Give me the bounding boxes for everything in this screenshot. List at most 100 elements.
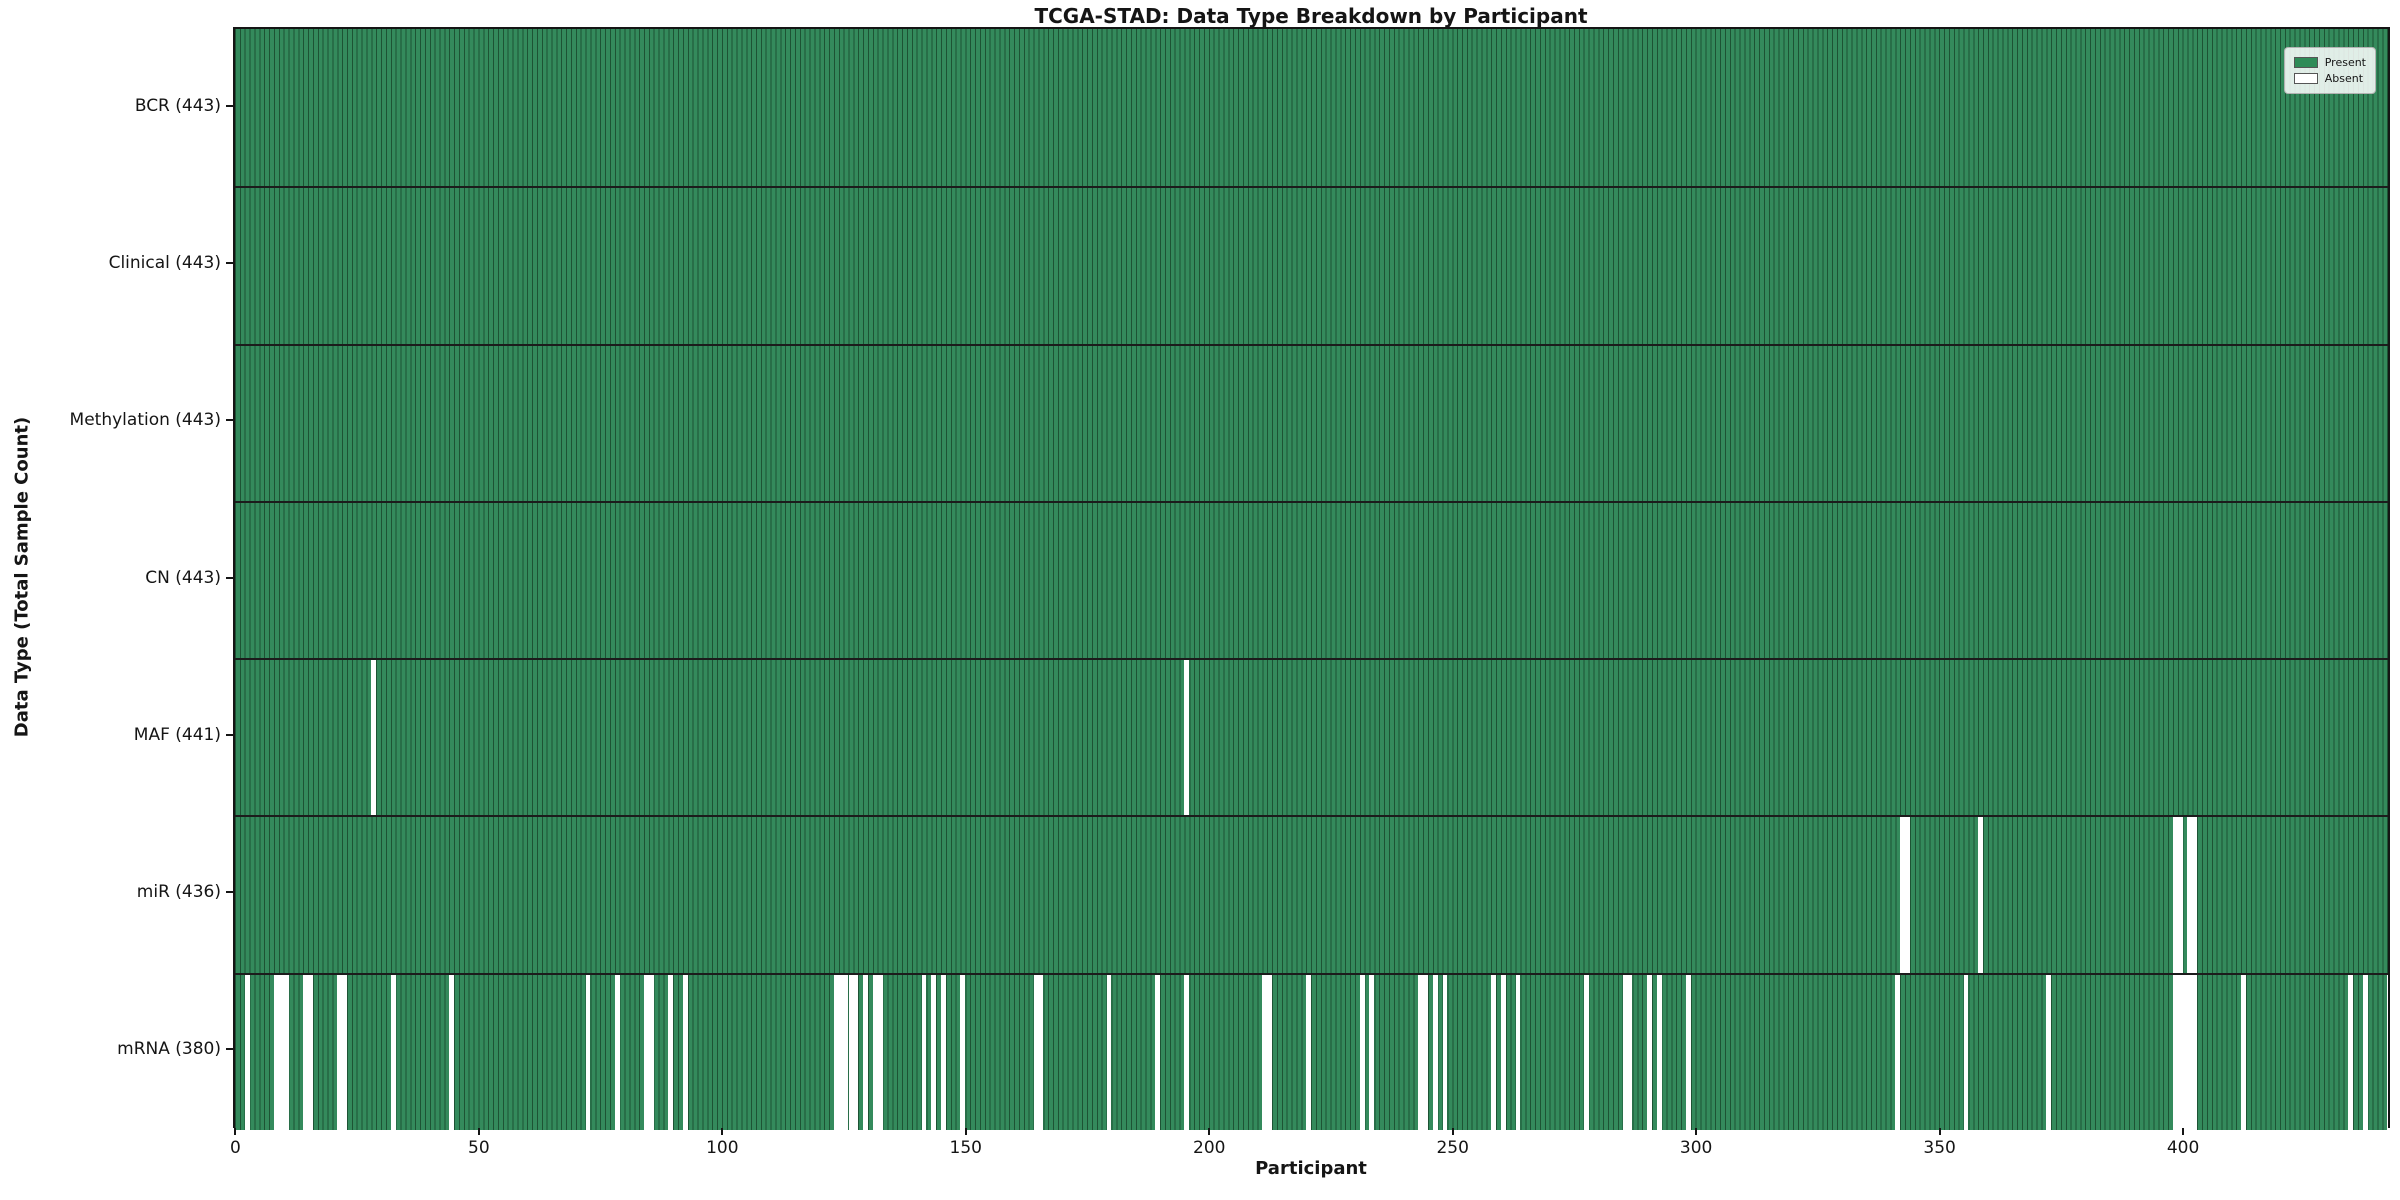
absent-gap-mrna-298 xyxy=(1685,974,1691,1130)
x-tick-label-50: 50 xyxy=(468,1138,490,1158)
row-bcr xyxy=(235,29,2388,187)
y-tick-label-mrna: mRNA (380) xyxy=(117,1039,221,1060)
absent-gap-mrna-341 xyxy=(1895,974,1901,1130)
absent-gap-mrna-372 xyxy=(2046,974,2052,1130)
absent-gap-mrna-141 xyxy=(921,974,927,1130)
x-tick-0 xyxy=(234,1128,237,1135)
y-tick-label-maf: MAF (441) xyxy=(133,724,221,745)
absent-gap-mrna-132 xyxy=(877,974,883,1130)
absent-gap-mrna-78 xyxy=(614,974,620,1130)
row-mrna xyxy=(235,972,2388,1130)
absent-gap-mrna-231 xyxy=(1359,974,1365,1130)
absent-gap-mir-402 xyxy=(2192,817,2198,973)
absent-gap-mrna-258 xyxy=(1491,974,1497,1130)
absent-gap-mrna-195 xyxy=(1184,974,1190,1130)
y-tick-label-cn: CN (443) xyxy=(145,567,221,588)
y-tick-bcr xyxy=(226,104,233,107)
y-tick-label-bcr: BCR (443) xyxy=(134,95,221,116)
row-mir xyxy=(235,815,2388,973)
absent-gap-mrna-220 xyxy=(1306,974,1312,1130)
absent-gap-mrna-85 xyxy=(648,974,654,1130)
absent-gap-mrna-123 xyxy=(833,974,839,1130)
chart-title: TCGA-STAD: Data Type Breakdown by Partic… xyxy=(1034,4,1588,28)
absent-gap-mir-399 xyxy=(2177,817,2183,973)
x-tick-150 xyxy=(964,1128,967,1135)
absent-gap-mrna-92 xyxy=(682,974,688,1130)
absent-gap-mrna-246 xyxy=(1432,974,1438,1130)
absent-gap-mrna-15 xyxy=(308,974,313,1130)
plot-area: Present Absent xyxy=(233,27,2390,1130)
absent-gap-mrna-402 xyxy=(2192,974,2198,1130)
y-tick-label-methylation: Methylation (443) xyxy=(69,410,221,431)
x-tick-label-150: 150 xyxy=(949,1138,983,1158)
absent-gap-mrna-129 xyxy=(863,974,868,1130)
absent-gap-mrna-233 xyxy=(1369,974,1375,1130)
x-tick-250 xyxy=(1451,1128,1454,1135)
row-maf xyxy=(235,658,2388,816)
x-tick-300 xyxy=(1695,1128,1698,1135)
x-tick-200 xyxy=(1208,1128,1211,1135)
absent-gap-mrna-131 xyxy=(872,974,878,1130)
absent-gap-mrna-8 xyxy=(273,974,279,1130)
absent-gap-mrna-277 xyxy=(1583,974,1589,1130)
absent-gap-mrna-434 xyxy=(2348,974,2354,1130)
absent-gap-mrna-2 xyxy=(244,974,250,1130)
absent-gap-mrna-401 xyxy=(2187,974,2193,1130)
absent-gap-mrna-143 xyxy=(931,974,937,1130)
y-tick-clinical xyxy=(226,261,233,264)
absent-gap-mrna-244 xyxy=(1423,974,1428,1130)
x-tick-label-200: 200 xyxy=(1193,1138,1226,1158)
absent-gap-mrna-165 xyxy=(1038,974,1044,1130)
legend-label-absent: Absent xyxy=(2324,72,2364,85)
x-tick-100 xyxy=(721,1128,724,1135)
y-tick-mrna xyxy=(226,1048,233,1051)
absent-gap-mrna-412 xyxy=(2241,974,2246,1130)
legend-label-present: Present xyxy=(2324,56,2366,69)
absent-gap-mrna-286 xyxy=(1627,974,1633,1130)
absent-gap-mrna-9 xyxy=(278,974,284,1130)
absent-gap-mir-398 xyxy=(2172,817,2178,973)
y-tick-maf xyxy=(226,733,233,736)
absent-gap-mir-343 xyxy=(1905,817,1910,973)
absent-gap-mrna-290 xyxy=(1647,974,1652,1130)
absent-gap-mrna-124 xyxy=(838,974,844,1130)
x-tick-label-100: 100 xyxy=(706,1138,739,1158)
x-tick-label-0: 0 xyxy=(230,1138,241,1158)
absent-gap-mrna-84 xyxy=(644,974,649,1130)
legend-swatch-absent xyxy=(2293,73,2318,84)
absent-gap-mrna-398 xyxy=(2172,974,2178,1130)
absent-gap-mrna-145 xyxy=(941,974,946,1130)
x-tick-label-350: 350 xyxy=(1923,1138,1956,1158)
absent-gap-mrna-400 xyxy=(2182,974,2188,1130)
y-tick-cn xyxy=(226,576,233,579)
x-tick-400 xyxy=(2182,1128,2185,1135)
absent-gap-mrna-10 xyxy=(283,974,289,1130)
absent-gap-mir-342 xyxy=(1900,817,1906,973)
absent-gap-mrna-248 xyxy=(1442,974,1448,1130)
absent-gap-mrna-399 xyxy=(2177,974,2183,1130)
absent-gap-mrna-243 xyxy=(1418,974,1424,1130)
absent-gap-mrna-164 xyxy=(1033,974,1039,1130)
absent-gap-mrna-212 xyxy=(1267,974,1273,1130)
absent-gap-mrna-285 xyxy=(1622,974,1628,1130)
absent-gap-mrna-89 xyxy=(668,974,674,1130)
absent-gap-mrna-211 xyxy=(1262,974,1268,1130)
absent-gap-mrna-189 xyxy=(1155,974,1161,1130)
x-tick-label-400: 400 xyxy=(2166,1138,2200,1158)
x-tick-350 xyxy=(1938,1128,1941,1135)
y-tick-label-mir: miR (436) xyxy=(136,882,221,903)
absent-gap-mrna-437 xyxy=(2362,974,2368,1130)
absent-gap-mrna-149 xyxy=(960,974,966,1130)
absent-gap-mir-401 xyxy=(2187,817,2193,973)
absent-gap-mrna-260 xyxy=(1500,974,1506,1130)
absent-gap-mrna-72 xyxy=(585,974,591,1130)
row-methylation xyxy=(235,343,2388,501)
legend: Present Absent xyxy=(2283,47,2376,94)
absent-gap-mrna-263 xyxy=(1515,974,1521,1130)
absent-gap-maf-195 xyxy=(1184,660,1190,816)
absent-gap-mrna-355 xyxy=(1963,974,1969,1130)
absent-gap-mrna-442 xyxy=(2387,974,2388,1130)
absent-gap-maf-28 xyxy=(371,660,377,816)
y-tick-mir xyxy=(226,891,233,894)
